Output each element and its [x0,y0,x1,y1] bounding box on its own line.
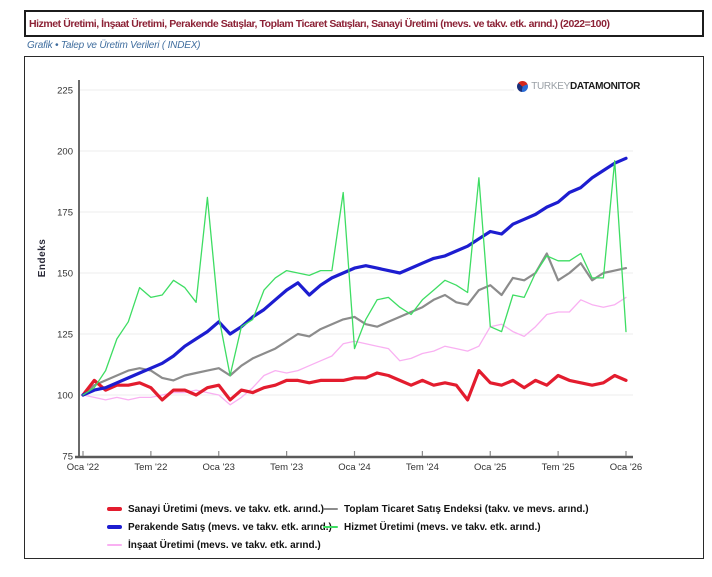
x-tick-label: Oca '26 [610,462,642,473]
chart-title: Hizmet Üretimi, İnşaat Üretimi, Perakend… [29,17,610,30]
logo-text-monitor: MONITOR [595,81,640,92]
legend-item-toplam-ticaret[interactable]: Toplam Ticaret Satış Endeksi (takv. ve m… [323,502,589,516]
y-tick-labels: 75 100 125 150 175 200 225 [57,86,73,463]
y-tick-label: 175 [57,208,73,219]
perakende-satis-line [81,156,628,397]
x-tick-label: Tem '25 [542,462,575,473]
x-tick-label: Tem '24 [406,462,439,473]
legend-item-insaat-uretimi[interactable]: İnşaat Üretimi (mevs. ve takv. etk. arın… [107,538,321,552]
logo-icon [517,81,529,92]
chart-panel: TURKEY DATA MONITOR Endeks 75 100 125 150 175 2… [24,56,704,559]
legend-swatch [107,525,122,529]
x-tick-label: Oca '22 [67,462,99,473]
legend-item-perakende-satis[interactable]: Perakende Satış (mevs. ve takv. etk. arı… [107,520,332,534]
toplam-ticaret-line [81,252,628,397]
legend-label: İnşaat Üretimi (mevs. ve takv. etk. arın… [128,539,321,551]
legend-swatch [107,544,122,546]
logo-text-turkey: TURKEY [531,81,570,92]
legend-swatch [323,526,338,528]
y-tick-label: 125 [57,330,73,341]
legend-label: Toplam Ticaret Satış Endeksi (takv. ve m… [344,503,589,515]
legend-item-sanayi-uretimi[interactable]: Sanayi Üretimi (mevs. ve takv. etk. arın… [107,502,324,516]
x-tick-labels: Oca '22 Tem '22 Oca '23 Tem '23 Oca '24 Tem '… [67,451,642,473]
x-tick-label: Tem '23 [270,462,303,473]
hizmet-uretimi-line [82,160,627,396]
x-tick-label: Tem '22 [134,462,167,473]
gridlines [79,89,633,396]
y-tick-label: 75 [62,452,73,463]
x-tick-label: Oca '24 [338,462,370,473]
legend-item-hizmet-uretimi[interactable]: Hizmet Üretimi (mevs. ve takv. etk. arın… [323,520,541,534]
insaat-uretimi-line [82,296,627,406]
legend-swatch [107,507,122,511]
legend-label: Sanayi Üretimi (mevs. ve takv. etk. arın… [128,503,325,515]
sanayi-uretimi-line [81,369,628,402]
y-tick-label: 100 [57,391,73,402]
x-tick-label: Oca '23 [203,462,235,473]
chart-title-box: Hizmet Üretimi, İnşaat Üretimi, Perakend… [24,10,704,37]
legend-label: Hizmet Üretimi (mevs. ve takv. etk. arın… [344,521,541,533]
chart-subtitle: Grafik • Talep ve Üretim Verileri ( INDE… [27,40,201,51]
turkey-data-monitor-logo: TURKEY DATA MONITOR [514,81,643,92]
legend-label: Perakende Satış (mevs. ve takv. etk. arı… [128,521,332,533]
legend-swatch [323,507,338,511]
y-tick-label: 200 [57,147,73,158]
x-tick-label: Oca '25 [474,462,506,473]
logo-text-data: DATA [569,81,596,92]
y-tick-label: 150 [57,269,73,280]
y-tick-label: 225 [57,86,73,97]
